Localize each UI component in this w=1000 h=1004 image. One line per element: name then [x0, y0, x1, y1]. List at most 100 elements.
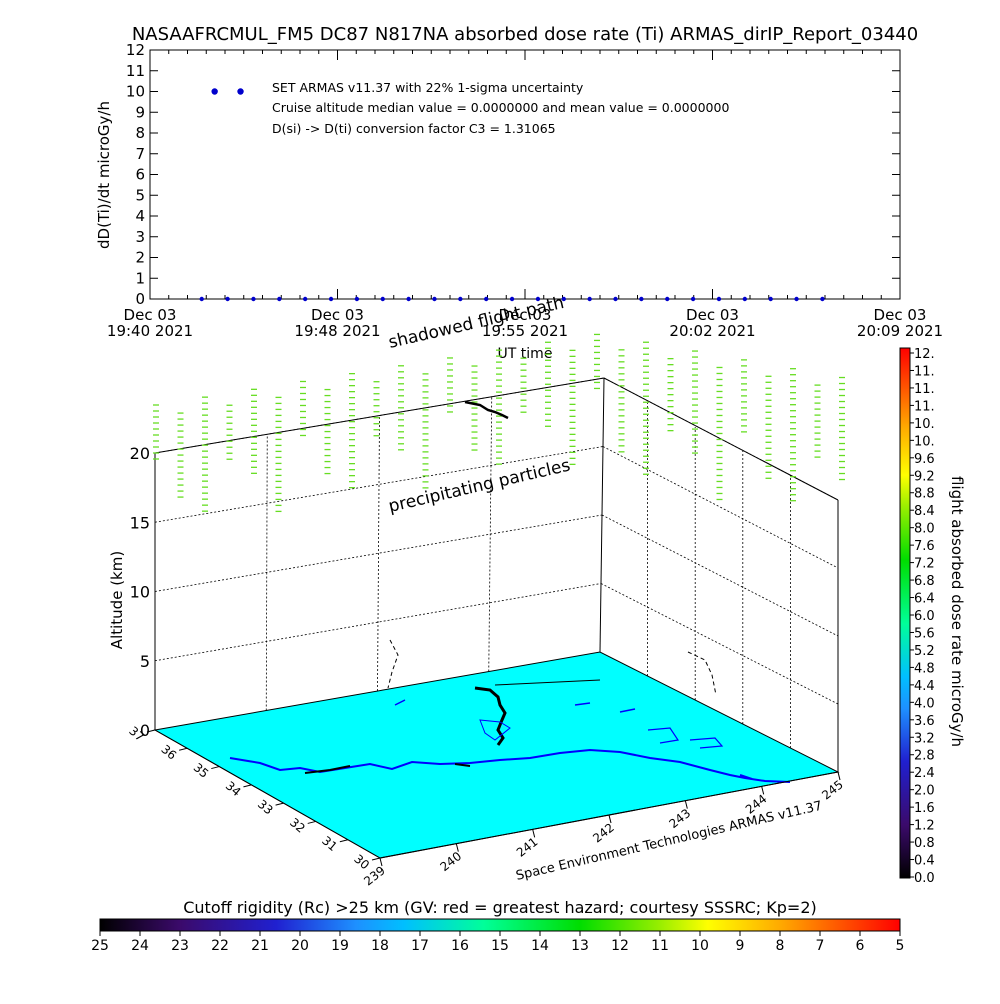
cutoff-rigidity-tick-label: 13: [571, 938, 589, 954]
top-y-tick-label: 6: [135, 166, 145, 184]
lake-b: [574, 702, 591, 706]
dose-rate-colorbar-tick-label: 8.8: [914, 487, 935, 502]
dose-rate-colorbar-tick-label: 3.6: [914, 714, 935, 729]
dose-rate-colorbar-tick-label: 2.0: [914, 784, 935, 799]
cutoff-rigidity-gradient: [99, 918, 901, 932]
longitude-tick-label: 240: [438, 849, 465, 874]
top-y-tick-label: 4: [135, 207, 145, 225]
latitude-tick: [371, 857, 381, 861]
altitude-gridline-left: [154, 583, 602, 662]
dose-rate-point: [768, 296, 773, 302]
dose-rate-point: [199, 296, 204, 302]
longitude-tick: [684, 800, 688, 809]
lake-c: [619, 708, 636, 713]
cutoff-rigidity-tick-label: 12: [611, 938, 629, 954]
dose-rate-point: [251, 296, 256, 302]
dose-rate-colorbar-tick-label: 10.: [914, 434, 935, 449]
dose-rate-colorbar-tick-label: 7.2: [914, 557, 935, 572]
altitude-tick-label: 10: [130, 583, 150, 602]
shadow-path-right: [687, 651, 717, 696]
altitude-tick-label: 20: [130, 444, 150, 463]
track-shadow-line: [494, 679, 601, 686]
dose-rate-colorbar-tick-label: 0.0: [914, 871, 935, 886]
lake-e: [689, 737, 724, 749]
altitude-axis: 0 5 10 15 20: [130, 444, 150, 740]
annotation-precipitating-particles: precipitating particles: [387, 456, 573, 517]
cutoff-rigidity-tick-label: 16: [451, 938, 469, 954]
dose-rate-point: [561, 296, 566, 302]
latitude-axis-line: [154, 729, 381, 859]
dose-rate-point: [794, 296, 799, 302]
annotation-cruise-altitude: Cruise altitude median value = 0.0000000…: [272, 100, 729, 115]
longitude-tick-label: 243: [667, 806, 694, 831]
top-y-tick-label: 2: [135, 249, 145, 267]
dose-rate-colorbar-ticks: 0.0 0.4 0.8 1.2 1.6 2.0 2.4 2.8 3.2 3.6 4.0 4.4 4.8 5…: [910, 347, 935, 886]
dose-rate-colorbar-gradient: [899, 347, 911, 879]
top-y-tick-label: 9: [135, 103, 145, 121]
altitude-gridline-right: [602, 446, 839, 569]
top-x-tick-date: Dec 03: [874, 306, 927, 324]
top-y-tick-label: 11: [126, 62, 145, 80]
dose-rate-point: [613, 296, 618, 302]
altitude-gridline-right: [601, 514, 839, 637]
left-wall-top: [154, 377, 605, 454]
top-x-tick-date: Dec 03: [124, 306, 177, 324]
cutoff-rigidity-tick-label: 7: [816, 938, 825, 954]
latitude-tick: [243, 784, 252, 788]
altitude-gridline-left: [154, 514, 603, 592]
dose-rate-colorbar-tick-label: 0.4: [914, 854, 935, 869]
dose-rate-colorbar-label: flight absorbed dose rate microGy/h: [948, 476, 966, 747]
cutoff-rigidity-tick-label: 9: [736, 938, 745, 954]
cutoff-rigidity-tick-label: 14: [531, 938, 549, 954]
dose-rate-colorbar: 0.0 0.4 0.8 1.2 1.6 2.0 2.4 2.8 3.2 3.6 4.0 4.4 4.8 5…: [899, 347, 966, 886]
dose-rate-colorbar-tick-label: 7.6: [914, 539, 935, 554]
top-y-tick-label: 5: [135, 186, 145, 204]
latitude-tick: [179, 747, 188, 751]
cutoff-rigidity-tick-label: 15: [491, 938, 509, 954]
cutoff-rigidity-tick-label: 8: [776, 938, 785, 954]
top-x-tick-date: Dec 03: [686, 306, 739, 324]
top-x-axis-label: UT time: [498, 346, 553, 362]
dose-rate-point: [820, 296, 825, 302]
dose-rate-colorbar-tick-label: 3.2: [914, 731, 935, 746]
legend-marker: [211, 88, 218, 95]
cutoff-rigidity-tick-label: 21: [251, 938, 269, 954]
legend-marker: [237, 88, 244, 95]
longitude-tick-label: 245: [819, 777, 846, 802]
dose-rate-colorbar-tick-label: 4.0: [914, 696, 935, 711]
cutoff-rigidity-tick-label: 5: [896, 938, 905, 954]
dose-rate-colorbar-tick-label: 11.: [914, 382, 935, 397]
dose-rate-colorbar-tick-label: 1.2: [914, 819, 935, 834]
dose-rate-colorbar-tick-label: 2.4: [914, 766, 935, 781]
latitude-tick: [211, 766, 220, 770]
dose-rate-colorbar-tick-label: 6.0: [914, 609, 935, 624]
dose-rate-point: [225, 296, 230, 302]
dose-rate-colorbar-tick-label: 8.4: [914, 504, 935, 519]
latitude-tick: [307, 820, 316, 824]
cutoff-rigidity-tick-label: 10: [691, 938, 709, 954]
track-upper: [464, 400, 509, 420]
dose-rate-colorbar-tick-label: 6.8: [914, 574, 935, 589]
top-x-tick-date: Dec 03: [311, 306, 364, 324]
dose-rate-colorbar-tick-label: 4.8: [914, 661, 935, 676]
top-y-tick-label: 3: [135, 228, 145, 246]
cutoff-rigidity-tick-label: 25: [91, 938, 109, 954]
flight-track: [387, 400, 717, 746]
latitude-tick-label: 32: [287, 815, 308, 836]
coastline: [229, 748, 791, 783]
dose-rate-colorbar-tick-label: 9.6: [914, 452, 935, 467]
left-wall-vgrid: [488, 395, 493, 672]
annotation-conversion-factor: D(si) -> D(ti) conversion factor C3 = 1.…: [272, 121, 556, 136]
dose-rate-colorbar-tick-label: 4.4: [914, 679, 935, 694]
longitude-tick: [379, 857, 383, 867]
cutoff-rigidity-tick-label: 18: [371, 938, 389, 954]
altitude-tick-label: 15: [130, 513, 150, 532]
lake-a: [394, 699, 406, 706]
dose-rate-point: [742, 296, 748, 302]
dose-rate-point: [484, 296, 489, 302]
dose-rate-colorbar-tick-label: 9.2: [914, 469, 935, 484]
top-y-tick-label: 0: [135, 290, 145, 308]
